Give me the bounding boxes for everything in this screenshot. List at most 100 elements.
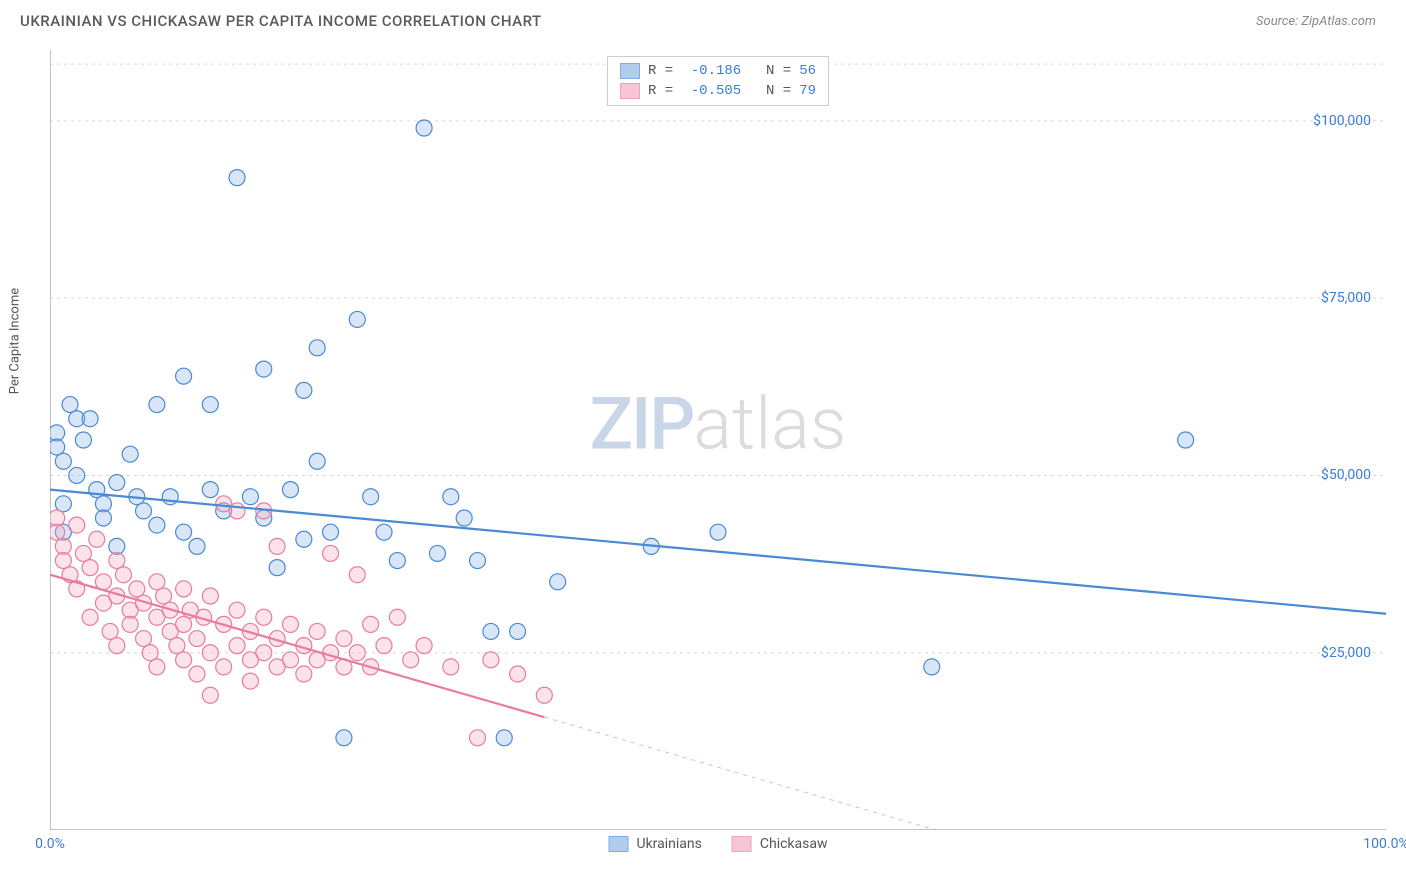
chart-area: Per Capita Income ZIPatlas R = -0.186 N … bbox=[50, 50, 1386, 830]
data-point bbox=[75, 432, 91, 448]
data-point bbox=[710, 524, 726, 540]
data-point bbox=[202, 397, 218, 413]
scatter-plot bbox=[50, 50, 1386, 830]
trend-line-dashed bbox=[544, 717, 985, 830]
data-point bbox=[129, 581, 145, 597]
data-point bbox=[309, 340, 325, 356]
data-point bbox=[242, 673, 258, 689]
data-point bbox=[323, 524, 339, 540]
data-point bbox=[470, 553, 486, 569]
data-point bbox=[122, 446, 138, 462]
data-point bbox=[269, 538, 285, 554]
data-point bbox=[323, 545, 339, 561]
data-point bbox=[82, 609, 98, 625]
data-point bbox=[202, 645, 218, 661]
stat-r-value: -0.186 bbox=[681, 63, 741, 79]
data-point bbox=[82, 411, 98, 427]
x-tick-label: 0.0% bbox=[35, 836, 65, 852]
data-point bbox=[189, 538, 205, 554]
series-legend-label: Chickasaw bbox=[760, 836, 828, 852]
data-point bbox=[443, 489, 459, 505]
data-point bbox=[242, 489, 258, 505]
data-point bbox=[75, 545, 91, 561]
data-point bbox=[102, 623, 118, 639]
data-point bbox=[50, 510, 65, 526]
data-point bbox=[323, 645, 339, 661]
stat-n-value: 56 bbox=[799, 63, 816, 79]
data-point bbox=[349, 311, 365, 327]
data-point bbox=[149, 574, 165, 590]
stat-r-label: R = bbox=[648, 63, 673, 79]
legend-swatch bbox=[620, 83, 640, 99]
y-axis-label: Per Capita Income bbox=[8, 288, 23, 394]
data-point bbox=[202, 588, 218, 604]
data-point bbox=[189, 631, 205, 647]
data-point bbox=[536, 687, 552, 703]
data-point bbox=[189, 666, 205, 682]
data-point bbox=[202, 687, 218, 703]
data-point bbox=[149, 659, 165, 675]
data-point bbox=[429, 545, 445, 561]
data-point bbox=[376, 638, 392, 654]
data-point bbox=[296, 531, 312, 547]
data-point bbox=[229, 503, 245, 519]
stat-n-label: N = bbox=[749, 83, 791, 99]
data-point bbox=[62, 397, 78, 413]
series-legend-label: Ukrainians bbox=[636, 836, 701, 852]
data-point bbox=[229, 638, 245, 654]
y-tick-label: $100,000 bbox=[1313, 113, 1371, 129]
data-point bbox=[296, 666, 312, 682]
data-point bbox=[50, 439, 65, 455]
data-point bbox=[282, 616, 298, 632]
data-point bbox=[115, 567, 131, 583]
data-point bbox=[349, 567, 365, 583]
stat-n-label: N = bbox=[749, 63, 791, 79]
data-point bbox=[282, 652, 298, 668]
data-point bbox=[256, 645, 272, 661]
data-point bbox=[109, 638, 125, 654]
series-legend: Ukrainians Chickasaw bbox=[608, 836, 827, 852]
data-point bbox=[550, 574, 566, 590]
data-point bbox=[269, 560, 285, 576]
data-point bbox=[256, 361, 272, 377]
data-point bbox=[109, 553, 125, 569]
data-point bbox=[389, 609, 405, 625]
data-point bbox=[95, 510, 111, 526]
data-point bbox=[510, 666, 526, 682]
data-point bbox=[50, 524, 65, 540]
legend-swatch bbox=[608, 836, 628, 852]
data-point bbox=[483, 623, 499, 639]
y-tick-label: $75,000 bbox=[1321, 290, 1371, 306]
data-point bbox=[416, 638, 432, 654]
data-point bbox=[149, 517, 165, 533]
data-point bbox=[122, 616, 138, 632]
data-point bbox=[55, 553, 71, 569]
data-point bbox=[389, 553, 405, 569]
data-point bbox=[309, 453, 325, 469]
stat-r-value: -0.505 bbox=[681, 83, 741, 99]
data-point bbox=[176, 616, 192, 632]
source-attribution: Source: ZipAtlas.com bbox=[1256, 14, 1376, 29]
data-point bbox=[309, 623, 325, 639]
data-point bbox=[510, 623, 526, 639]
series-legend-item: Chickasaw bbox=[732, 836, 828, 852]
data-point bbox=[69, 517, 85, 533]
data-point bbox=[376, 524, 392, 540]
data-point bbox=[55, 496, 71, 512]
data-point bbox=[89, 531, 105, 547]
data-point bbox=[256, 609, 272, 625]
data-point bbox=[282, 482, 298, 498]
header: UKRAINIAN VS CHICKASAW PER CAPITA INCOME… bbox=[0, 0, 1406, 38]
data-point bbox=[82, 560, 98, 576]
data-point bbox=[176, 652, 192, 668]
data-point bbox=[176, 581, 192, 597]
series-legend-item: Ukrainians bbox=[608, 836, 701, 852]
x-tick-label: 100.0% bbox=[1363, 836, 1406, 852]
data-point bbox=[142, 645, 158, 661]
data-point bbox=[50, 425, 65, 441]
data-point bbox=[363, 489, 379, 505]
stats-legend: R = -0.186 N = 56 R = -0.505 N = 79 bbox=[607, 56, 829, 106]
stats-legend-row: R = -0.505 N = 79 bbox=[620, 81, 816, 101]
data-point bbox=[149, 397, 165, 413]
data-point bbox=[216, 659, 232, 675]
